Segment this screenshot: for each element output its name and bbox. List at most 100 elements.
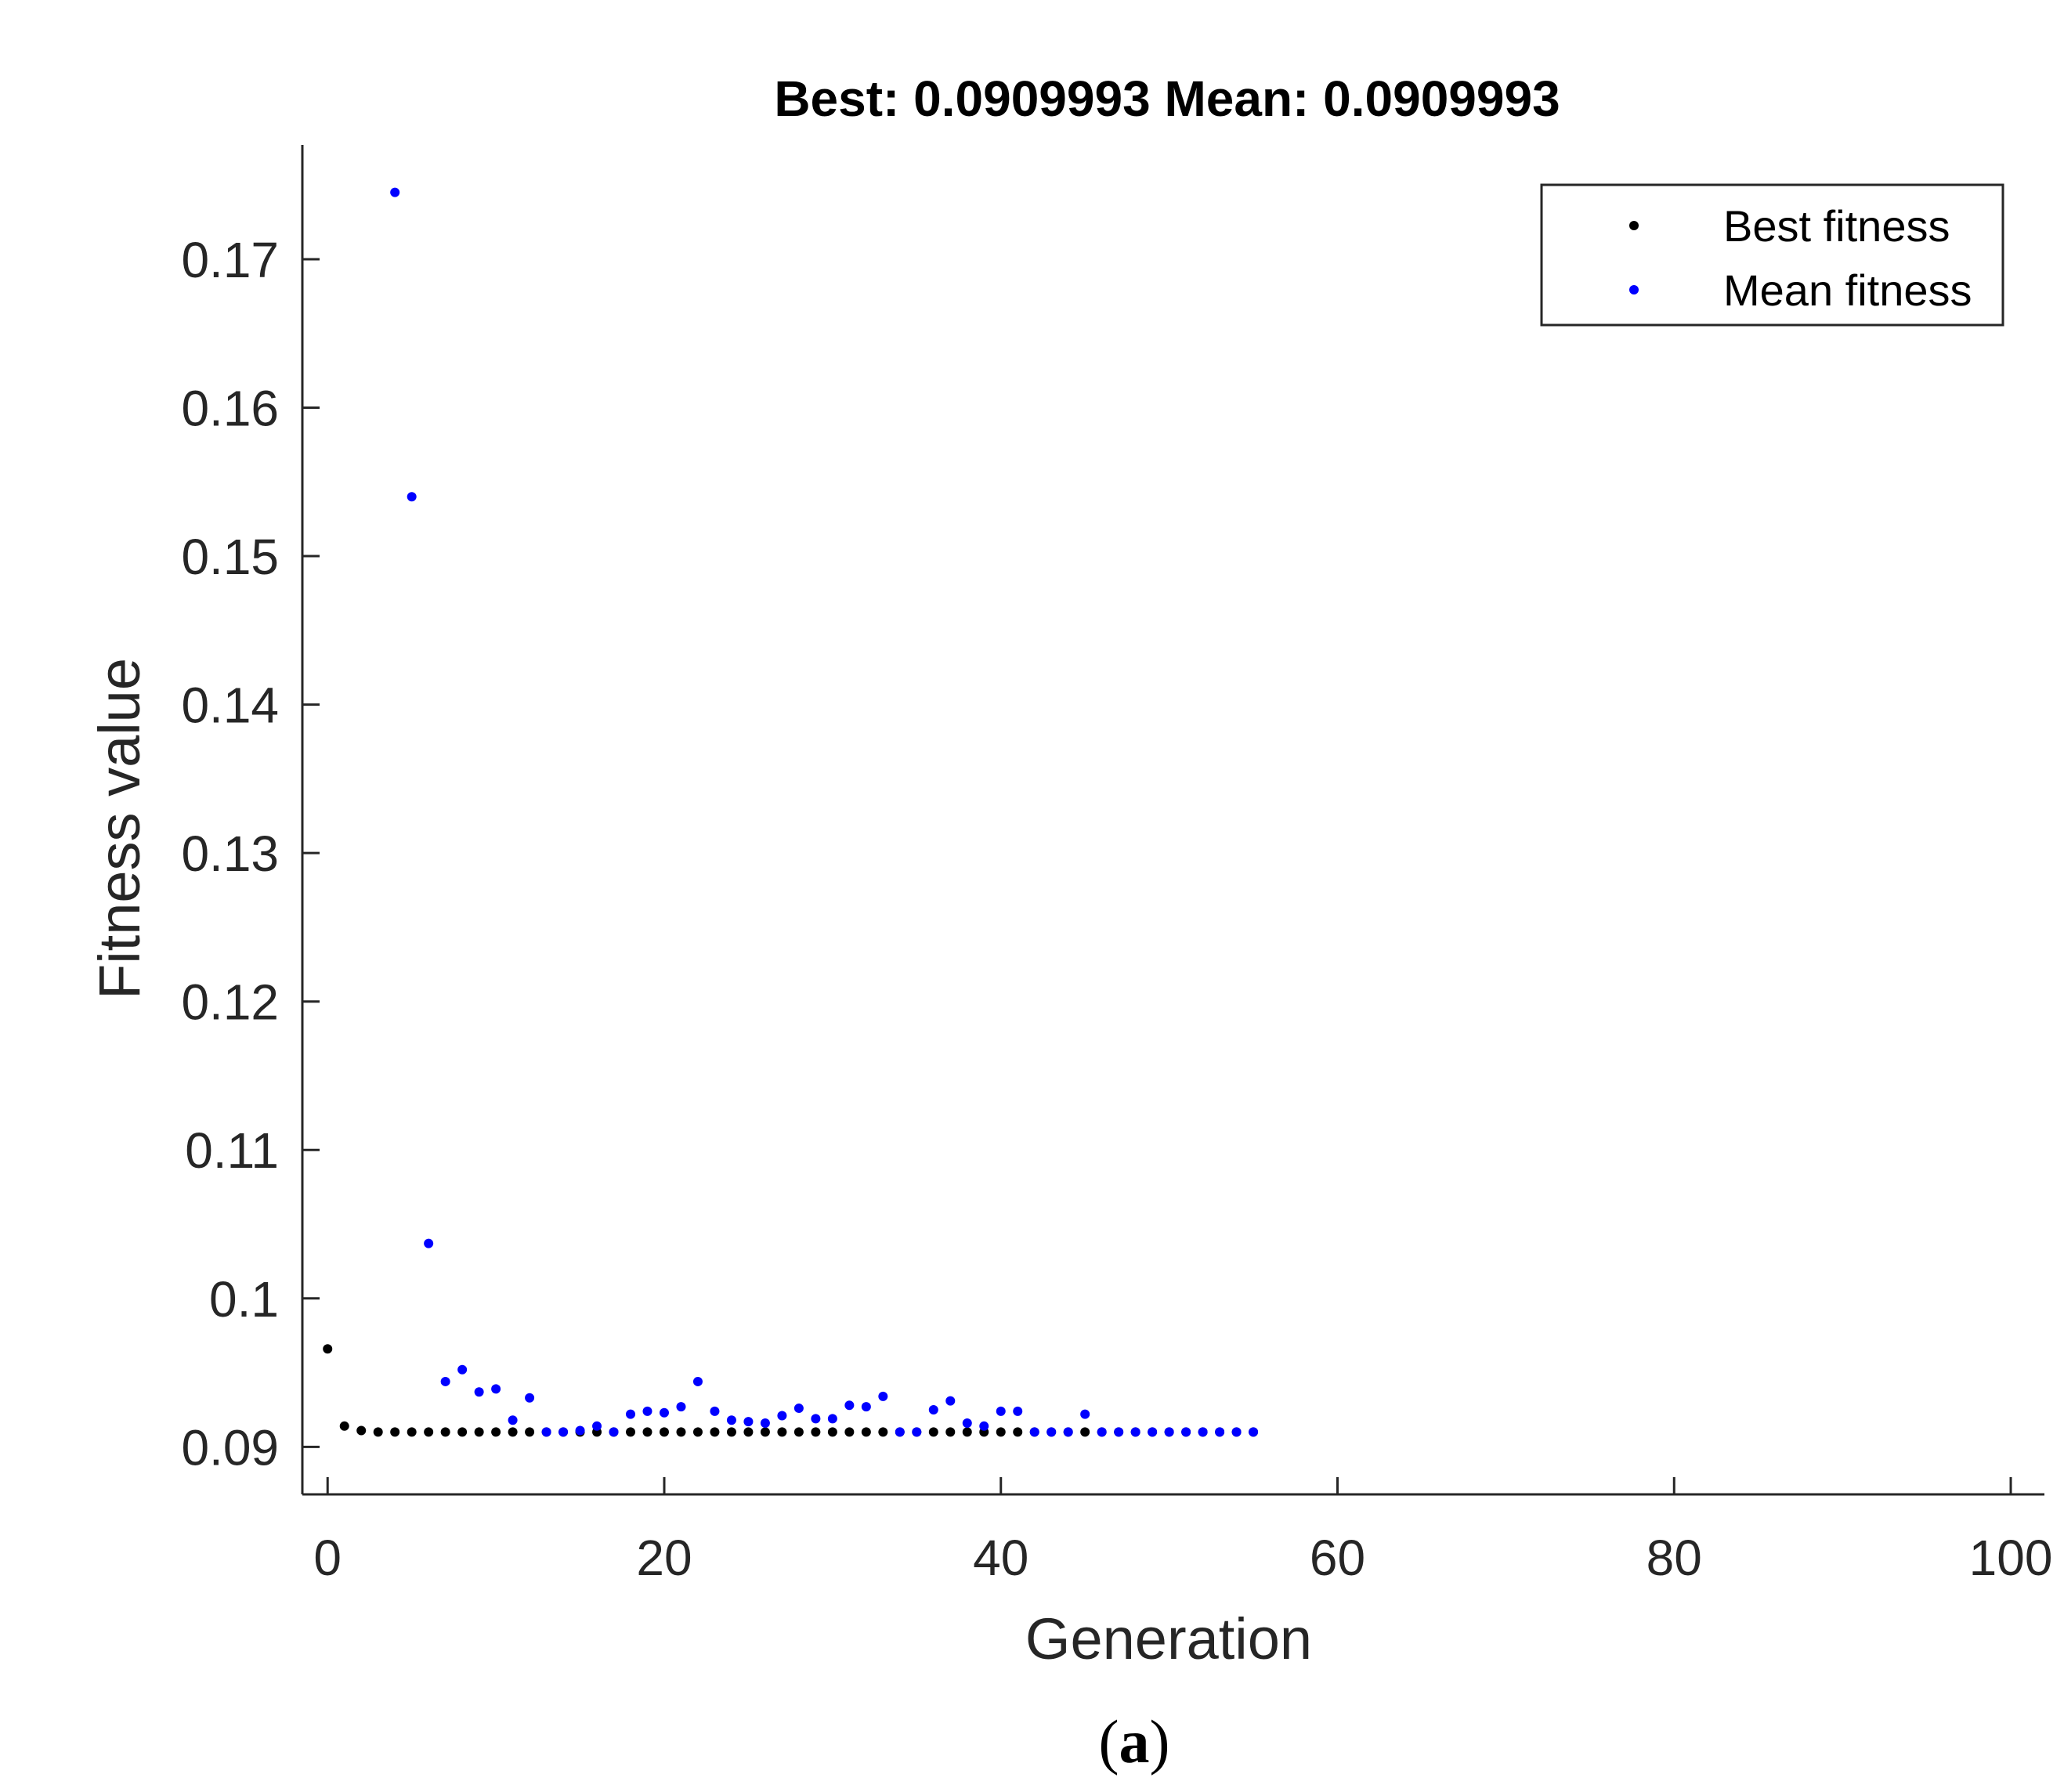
plot-area	[323, 187, 1259, 1437]
mean-fitness-point	[1114, 1427, 1124, 1437]
best-fitness-point	[659, 1427, 669, 1437]
mean-fitness-point	[390, 187, 400, 197]
x-tick-label: 100	[1969, 1530, 2053, 1586]
y-tick-label: 0.11	[185, 1122, 279, 1179]
best-fitness-point	[861, 1427, 871, 1437]
mean-fitness-point	[1181, 1427, 1191, 1437]
mean-fitness-point	[962, 1418, 972, 1429]
best-fitness-point	[743, 1427, 754, 1437]
mean-fitness-point	[743, 1417, 754, 1427]
mean-fitness-point	[1198, 1427, 1208, 1437]
best-fitness-point	[1013, 1427, 1023, 1437]
best-fitness-point	[491, 1427, 501, 1437]
mean-fitness-point	[861, 1402, 871, 1412]
x-axis-label: Generation	[1025, 1606, 1312, 1671]
mean-fitness-point	[1249, 1427, 1259, 1437]
caption-open: (	[1099, 1707, 1119, 1776]
mean-fitness-point	[592, 1421, 602, 1431]
best-fitness-point	[642, 1427, 652, 1437]
mean-fitness-point	[793, 1404, 804, 1414]
mean-fitness-point	[508, 1415, 518, 1425]
best-fitness-point	[710, 1427, 720, 1437]
legend-label-best: Best fitness	[1723, 201, 1950, 251]
mean-fitness-point	[1215, 1427, 1225, 1437]
y-tick-label: 0.17	[181, 232, 279, 288]
y-tick-label: 0.09	[181, 1419, 279, 1476]
legend-marker-best	[1629, 221, 1639, 230]
caption-letter: a	[1119, 1707, 1150, 1776]
mean-fitness-point	[1231, 1427, 1242, 1437]
mean-fitness-point	[1080, 1409, 1090, 1419]
x-tick-label: 80	[1647, 1530, 1702, 1586]
legend-box	[1540, 183, 2004, 327]
mean-fitness-point	[659, 1407, 669, 1418]
mean-fitness-point	[895, 1427, 905, 1437]
mean-fitness-point	[609, 1427, 619, 1437]
y-tick-label: 0.12	[181, 974, 279, 1031]
mean-fitness-point	[1046, 1427, 1057, 1437]
best-fitness-point	[878, 1427, 888, 1437]
legend-marker-mean	[1629, 285, 1639, 294]
best-fitness-point	[760, 1427, 770, 1437]
y-tick-label: 0.1	[209, 1271, 279, 1328]
figure-caption: (a)	[1099, 1707, 1170, 1776]
mean-fitness-point	[692, 1376, 703, 1386]
best-fitness-point	[424, 1427, 434, 1437]
mean-fitness-point	[844, 1400, 855, 1411]
mean-fitness-point	[760, 1418, 770, 1429]
mean-fitness-point	[457, 1364, 468, 1375]
mean-fitness-point	[996, 1406, 1006, 1416]
best-fitness-point	[945, 1427, 956, 1437]
mean-fitness-point	[1029, 1427, 1039, 1437]
best-fitness-point	[356, 1425, 367, 1436]
best-fitness-point	[676, 1427, 686, 1437]
best-fitness-point	[373, 1427, 383, 1437]
best-fitness-point	[508, 1427, 518, 1437]
mean-fitness-point	[575, 1425, 585, 1436]
x-tick-label: 40	[973, 1530, 1028, 1586]
mean-fitness-point	[676, 1402, 686, 1412]
best-fitness-point	[962, 1427, 972, 1437]
mean-fitness-point	[979, 1421, 989, 1431]
mean-fitness-point	[1063, 1427, 1073, 1437]
best-fitness-point	[407, 1427, 417, 1437]
best-fitness-point	[777, 1427, 787, 1437]
x-tick-label: 20	[636, 1530, 692, 1586]
best-fitness-point	[726, 1427, 736, 1437]
best-fitness-point	[457, 1427, 468, 1437]
mean-fitness-point	[525, 1393, 535, 1403]
y-tick-label: 0.14	[181, 677, 279, 734]
best-fitness-point	[1080, 1427, 1090, 1437]
mean-fitness-point	[777, 1411, 787, 1421]
best-fitness-point	[440, 1427, 450, 1437]
mean-fitness-point	[1130, 1427, 1140, 1437]
mean-fitness-point	[726, 1415, 736, 1425]
x-tick-label: 60	[1310, 1530, 1365, 1586]
mean-fitness-point	[407, 492, 417, 502]
best-fitness-point	[811, 1427, 821, 1437]
y-axis-ticks: 0.09 0.1 0.11 0.12 0.13 0.14 0.15 0.16 0.17	[181, 232, 320, 1476]
mean-fitness-point	[811, 1414, 821, 1424]
mean-fitness-point	[912, 1427, 922, 1437]
best-fitness-point	[793, 1427, 804, 1437]
mean-fitness-point	[424, 1238, 434, 1248]
y-tick-label: 0.16	[181, 381, 279, 437]
best-fitness-point	[525, 1427, 535, 1437]
mean-fitness-point	[491, 1384, 501, 1394]
best-fitness-point	[323, 1344, 333, 1354]
mean-fitness-point	[827, 1414, 837, 1424]
best-fitness-point	[390, 1427, 400, 1437]
x-tick-label: 0	[313, 1530, 342, 1586]
best-fitness-point	[827, 1427, 837, 1437]
caption-close: )	[1150, 1707, 1170, 1776]
y-axis-label: Fitness value	[87, 658, 152, 999]
y-tick-label: 0.15	[181, 529, 279, 585]
mean-fitness-point	[928, 1404, 938, 1414]
best-fitness-point	[844, 1427, 855, 1437]
mean-fitness-point	[558, 1427, 569, 1437]
x-axis-ticks: 0 20 40 60 80 100	[313, 1477, 2052, 1586]
mean-fitness-point	[541, 1427, 551, 1437]
mean-fitness-point	[945, 1396, 956, 1406]
